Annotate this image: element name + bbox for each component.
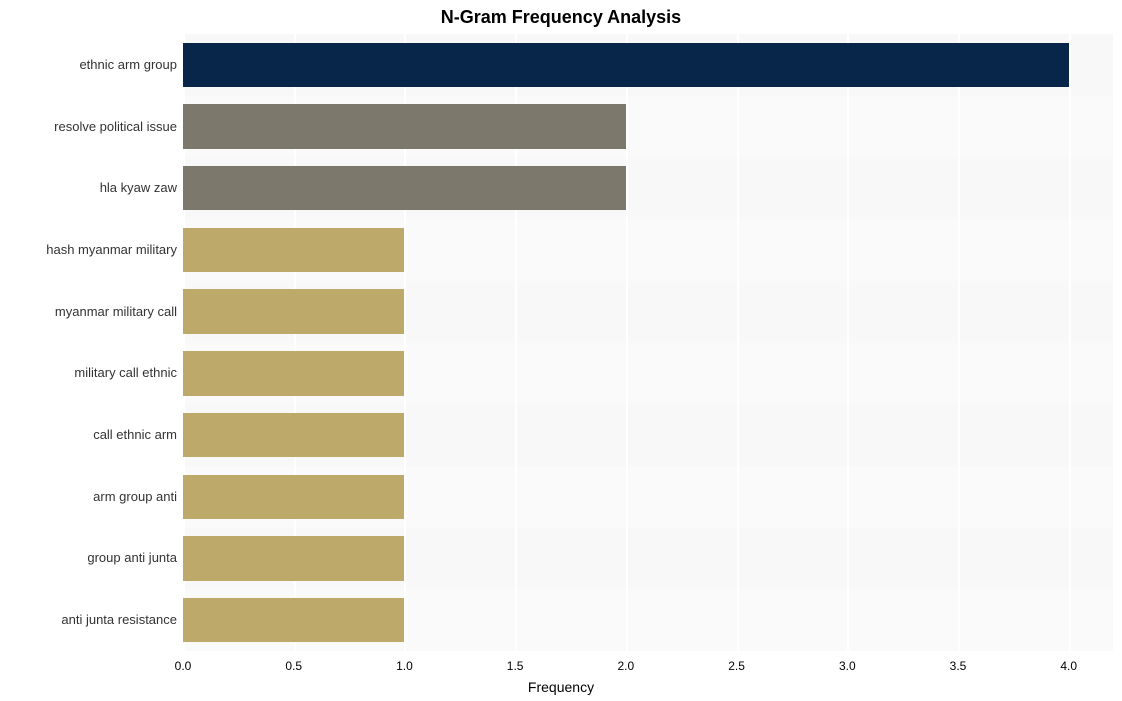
bar xyxy=(183,289,404,333)
y-tick-label: group anti junta xyxy=(87,550,177,565)
bar xyxy=(183,413,404,457)
x-tick-label: 1.0 xyxy=(396,659,413,673)
y-tick-label: anti junta resistance xyxy=(61,612,177,627)
x-tick-label: 3.0 xyxy=(839,659,856,673)
y-tick-label: call ethnic arm xyxy=(93,427,177,442)
plot-area xyxy=(183,34,1113,651)
bar xyxy=(183,166,626,210)
y-tick-label: myanmar military call xyxy=(55,304,177,319)
gridline xyxy=(958,34,960,651)
y-tick-label: ethnic arm group xyxy=(79,57,177,72)
gridline xyxy=(737,34,739,651)
y-tick-label: military call ethnic xyxy=(74,365,177,380)
bar xyxy=(183,104,626,148)
x-tick-label: 0.0 xyxy=(175,659,192,673)
bar xyxy=(183,598,404,642)
bar xyxy=(183,43,1069,87)
gridline xyxy=(1069,34,1071,651)
x-axis-title: Frequency xyxy=(0,679,1122,695)
ngram-chart: N-Gram Frequency Analysis Frequency 0.0 0… xyxy=(0,0,1122,701)
chart-title: N-Gram Frequency Analysis xyxy=(0,7,1122,28)
bar xyxy=(183,228,404,272)
y-tick-label: hash myanmar military xyxy=(46,242,177,257)
y-tick-label: resolve political issue xyxy=(54,119,177,134)
bar xyxy=(183,351,404,395)
bar xyxy=(183,475,404,519)
bar xyxy=(183,536,404,580)
x-tick-label: 1.5 xyxy=(507,659,524,673)
y-tick-label: hla kyaw zaw xyxy=(100,180,177,195)
x-tick-label: 2.5 xyxy=(728,659,745,673)
gridline xyxy=(626,34,628,651)
x-tick-label: 3.5 xyxy=(950,659,967,673)
x-tick-label: 2.0 xyxy=(618,659,635,673)
gridline xyxy=(847,34,849,651)
x-tick-label: 0.5 xyxy=(285,659,302,673)
x-tick-label: 4.0 xyxy=(1060,659,1077,673)
y-tick-label: arm group anti xyxy=(93,489,177,504)
